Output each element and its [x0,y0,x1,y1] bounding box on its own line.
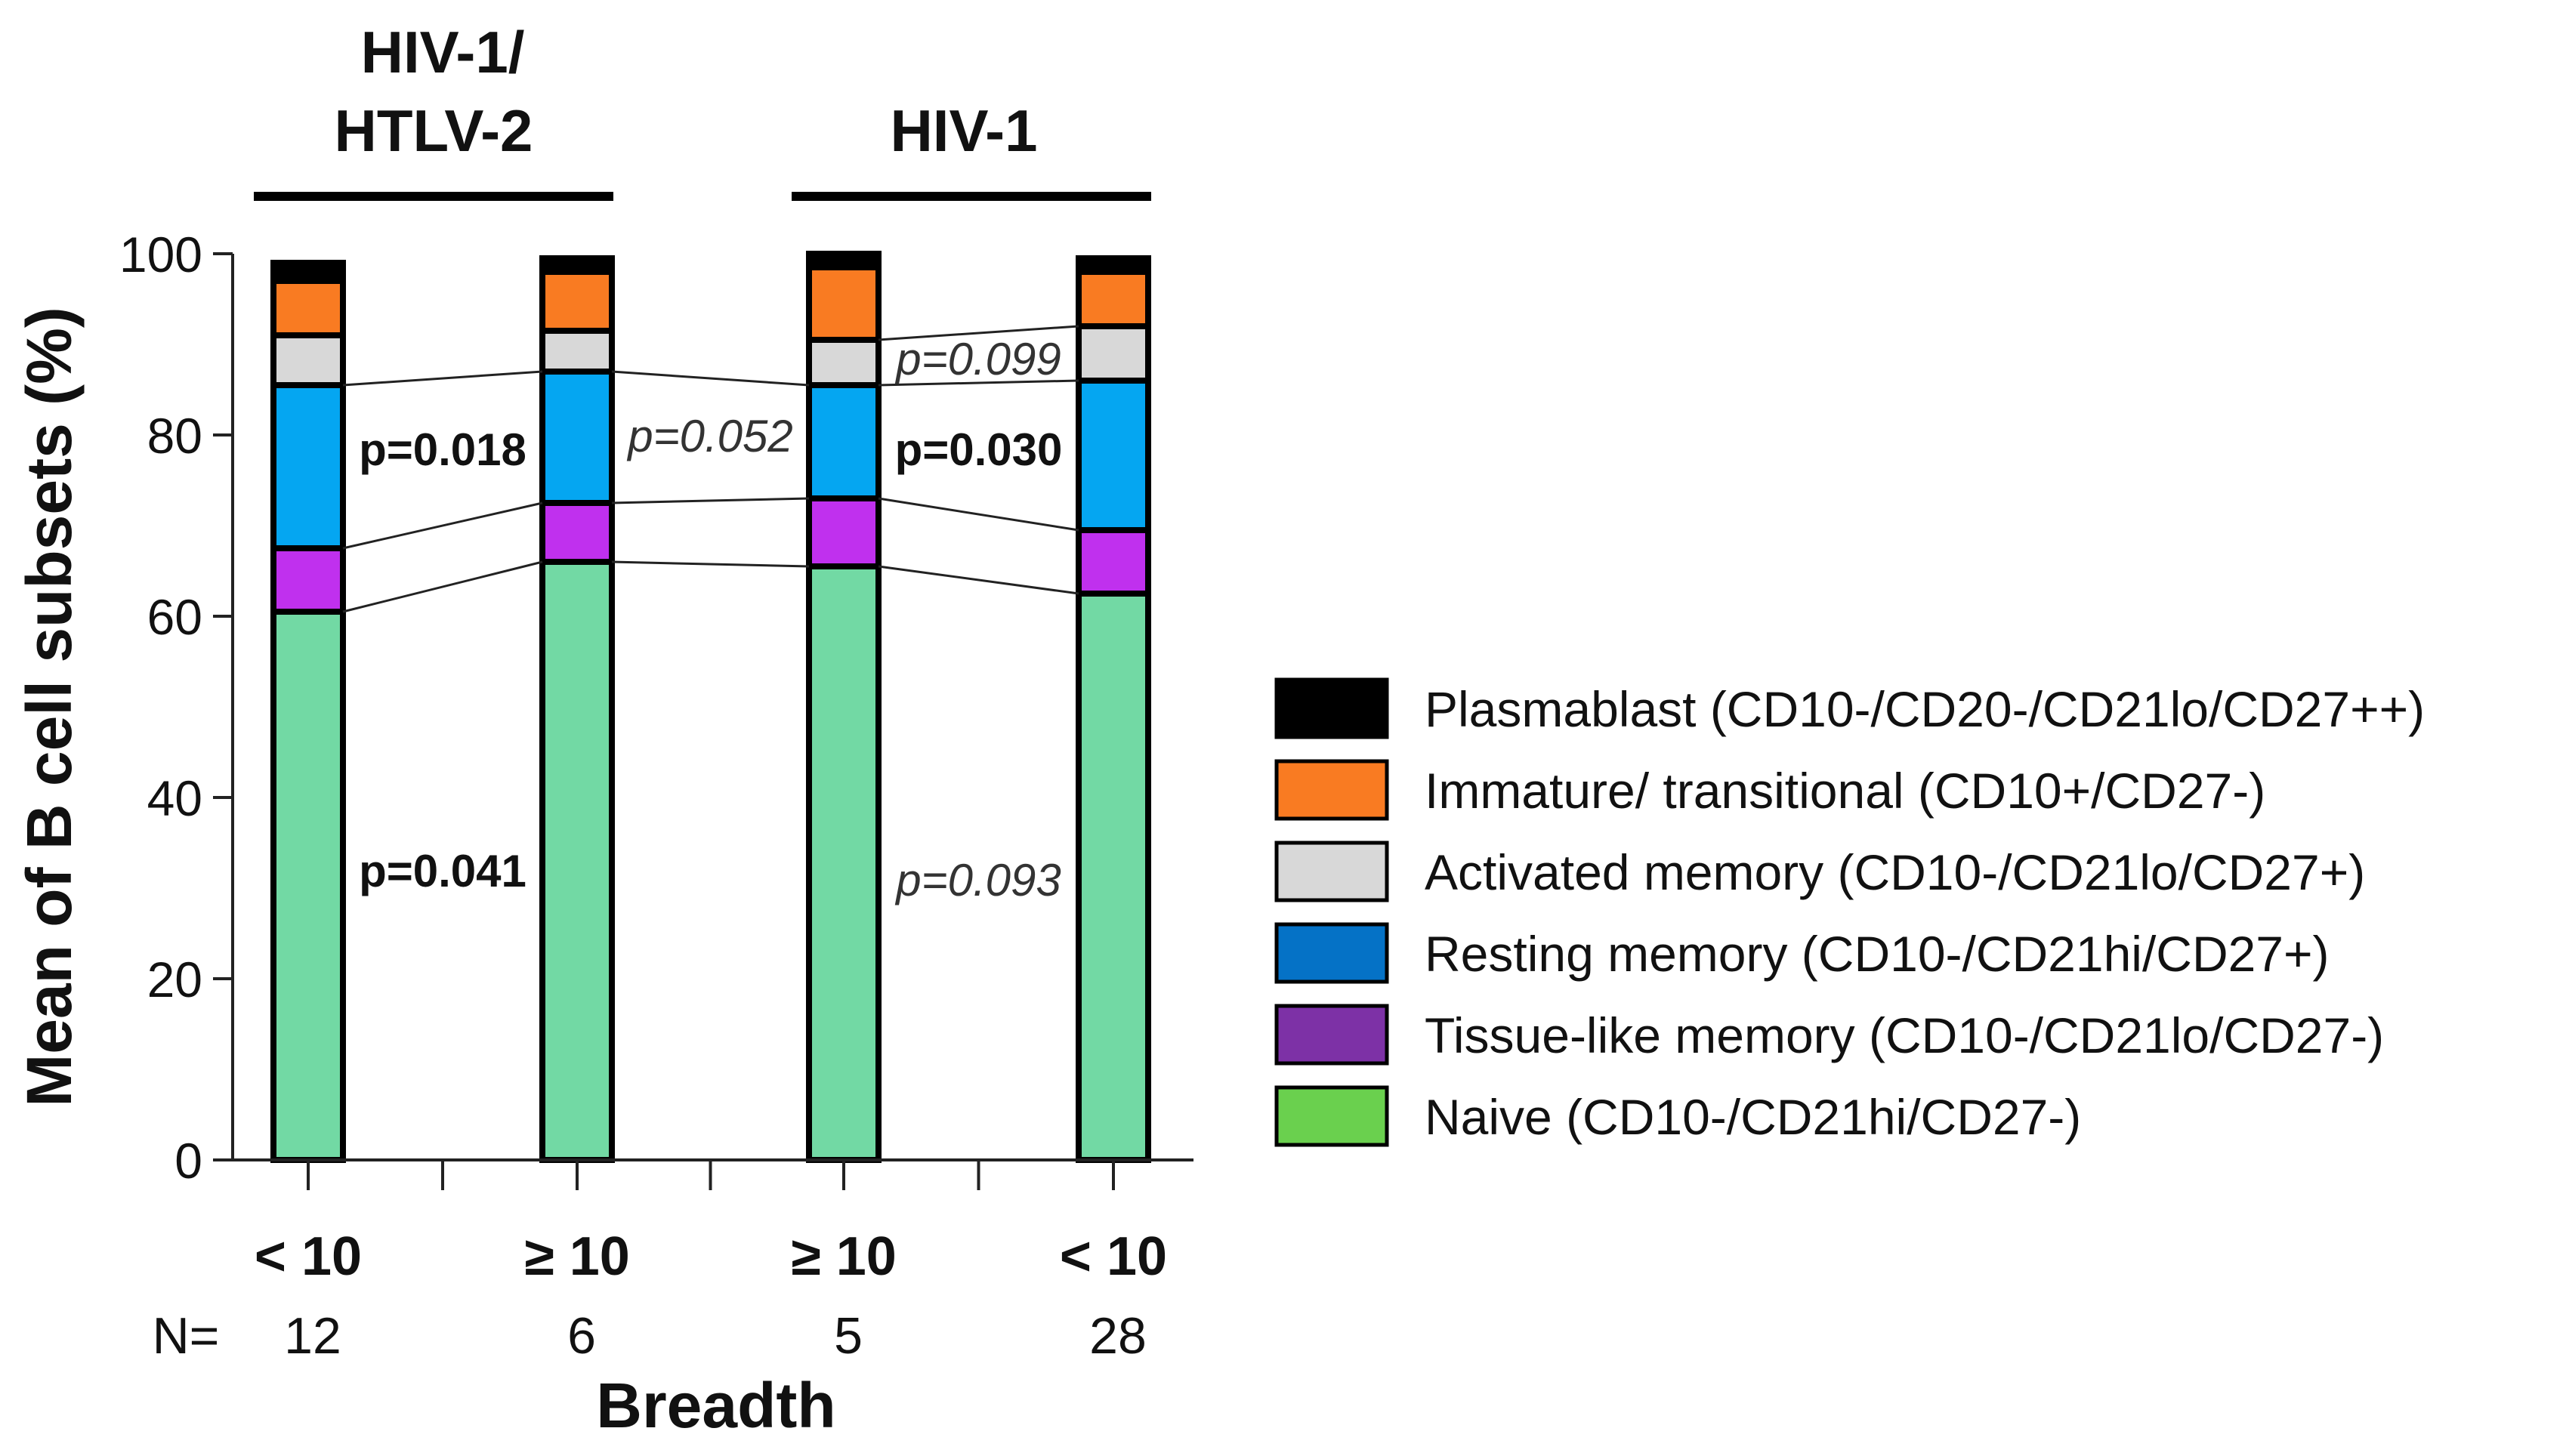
legend-swatch [1274,677,1389,739]
bar-segment [806,495,882,569]
y-axis-label: Mean of B cell subsets (%) [14,307,85,1107]
y-tick-label: 60 [147,589,202,645]
p-value-annotation: p=0.099 [894,334,1061,384]
bar-segment [539,255,615,275]
bar-segment [539,369,615,506]
bar-segment [270,260,346,284]
bar-segment [1076,378,1151,533]
connector-line [878,325,1079,341]
x-tick-label: ≥ 10 [791,1226,897,1287]
group-label-hiv-htlv: HIV-1/ [361,19,525,85]
legend-swatch [1274,841,1389,902]
n-value: 6 [567,1307,596,1365]
p-value-annotation: p=0.018 [359,424,526,475]
connector-line [611,560,810,568]
bar-segment [270,545,346,615]
bar-segment [270,278,346,338]
bar-segment [270,332,346,388]
bars-layer [270,251,1151,1163]
y-tick-label: 80 [147,408,202,464]
bar-segment [1076,323,1151,384]
bar-segment [806,337,882,388]
connector-line [878,565,1079,595]
text-layer: 0 20 40 60 80 100 Mean of B cell subsets (%) < … [14,19,1167,1441]
bar-segment [539,269,615,334]
bar-segment [1076,527,1151,597]
legend-label: Plasmablast (CD10-/CD20-/CD21lo/CD27++) [1425,681,2425,737]
bar-segment [1076,255,1151,275]
bar-segment [1076,591,1151,1163]
connector-line [611,370,810,387]
legend-swatch [1274,922,1389,984]
bar-segment [539,500,615,565]
legend-swatch [1274,759,1389,821]
p-value-annotation: p=0.093 [894,855,1061,905]
connector-line [342,370,543,387]
x-tick-label: < 10 [255,1226,362,1287]
y-tick-label: 20 [147,952,202,1007]
connector-line [611,497,810,504]
group-label-hiv: HIV-1 [890,97,1037,164]
p-value-annotation: p=0.052 [626,411,793,461]
connector-line [342,560,543,613]
axes-layer [213,192,1193,1190]
legend-label: Resting memory (CD10-/CD21hi/CD27+) [1425,926,2330,982]
connector-line [878,497,1079,532]
bar-segment [539,559,615,1163]
legend: Plasmablast (CD10-/CD20-/CD21lo/CD27++) I… [1274,677,2425,1147]
connector-line [878,379,1079,387]
bar-segment [270,382,346,551]
legend-label: Tissue-like memory (CD10-/CD21lo/CD27-) [1425,1007,2384,1063]
n-value: 5 [834,1307,863,1365]
bar-segment [806,264,882,343]
n-value: 12 [284,1307,341,1365]
x-tick-label: < 10 [1060,1226,1167,1287]
bar-segment [539,328,615,375]
y-tick-label: 0 [174,1133,202,1189]
n-label: N= [153,1307,220,1365]
legend-swatch [1274,1004,1389,1066]
group-label-hiv-htlv: HTLV-2 [335,97,533,164]
bar-segment [806,382,882,501]
bar-segment [1076,269,1151,329]
bar-segment [806,251,882,270]
legend-swatch [1274,1085,1389,1147]
legend-label: Naive (CD10-/CD21hi/CD27-) [1425,1089,2081,1145]
y-tick-label: 100 [119,227,202,282]
connectors-layer [342,325,1079,613]
p-value-annotation: p=0.041 [359,846,526,896]
legend-label: Activated memory (CD10-/CD21lo/CD27+) [1425,844,2365,900]
bar-segment [270,609,346,1163]
connector-line [342,501,543,550]
p-value-annotation: p=0.030 [895,424,1063,475]
x-tick-label: ≥ 10 [524,1226,630,1287]
x-axis-label: Breadth [596,1370,835,1441]
n-value: 28 [1089,1307,1147,1365]
bar-segment [806,563,882,1163]
y-tick-label: 40 [147,770,202,826]
legend-label: Immature/ transitional (CD10+/CD27-) [1425,763,2265,819]
